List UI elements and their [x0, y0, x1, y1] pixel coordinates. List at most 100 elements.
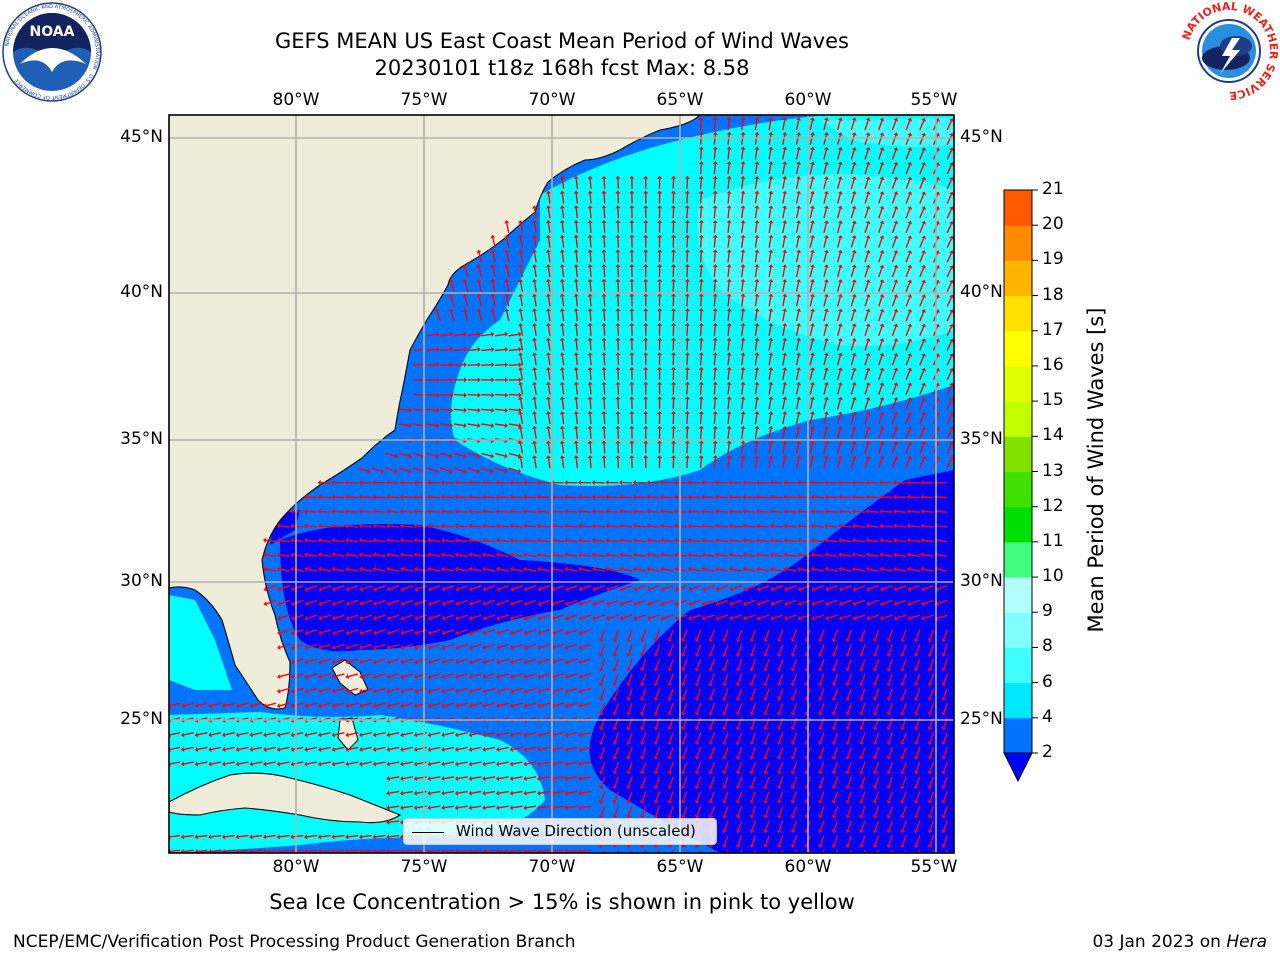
wind-wave-arrowhead — [276, 566, 281, 572]
wind-wave-arrowhead — [837, 382, 843, 386]
wind-wave-arrow — [412, 393, 423, 396]
wind-wave-arrowhead — [632, 508, 637, 515]
wind-wave-arrowhead — [510, 630, 514, 636]
wind-wave-arrowhead — [708, 682, 714, 687]
wind-wave-arrowhead — [818, 844, 823, 848]
wind-wave-arrowhead — [495, 805, 500, 811]
wind-wave-arrowhead — [317, 746, 322, 752]
wind-wave-arrowhead — [615, 411, 621, 415]
wind-wave-arrow — [696, 658, 702, 669]
wind-wave-arrowhead — [694, 755, 700, 760]
wind-wave-arrow — [778, 703, 784, 713]
wind-wave-arrow — [334, 585, 345, 590]
wind-wave-arrow — [478, 296, 483, 307]
colorbar-under-extension — [1003, 752, 1033, 783]
wind-wave-arrowhead — [468, 537, 472, 543]
wind-wave-arrowhead — [345, 615, 350, 621]
wind-wave-arrowhead — [468, 644, 473, 650]
wind-wave-arrow — [375, 614, 386, 619]
wind-wave-arrowhead — [796, 220, 802, 224]
wind-wave-arrow — [403, 658, 414, 663]
wind-wave-arrow — [759, 525, 770, 528]
wind-wave-arrowhead — [694, 726, 700, 731]
wind-wave-arrowhead — [949, 353, 954, 358]
wind-wave-arrowhead — [907, 117, 913, 122]
wind-wave-arrowhead — [708, 859, 713, 863]
wind-wave-arrow — [561, 443, 565, 454]
wind-wave-arrowhead — [531, 425, 538, 430]
wind-wave-arrow — [891, 120, 897, 131]
wind-wave-arrow — [430, 525, 441, 528]
wind-wave-arrow — [686, 193, 689, 204]
wind-wave-arrowhead — [740, 308, 746, 312]
wind-wave-arrowhead — [949, 441, 954, 446]
wind-wave-arrow — [929, 761, 935, 772]
wind-wave-arrowhead — [235, 834, 239, 840]
wind-wave-arrow — [512, 732, 523, 736]
wind-wave-arrow — [919, 414, 925, 425]
wind-wave-arrowhead — [523, 552, 527, 558]
wind-wave-arrowhead — [701, 615, 706, 621]
wind-wave-arrowhead — [537, 805, 541, 811]
wind-wave-arrow — [533, 458, 537, 469]
wind-wave-arrow — [561, 325, 565, 336]
wind-wave-arrow — [850, 252, 855, 263]
wind-wave-arrow — [819, 747, 825, 758]
lat-label-right: 25°N — [960, 709, 1003, 729]
wind-wave-arrowhead — [559, 220, 565, 224]
wind-wave-arrow — [686, 208, 689, 219]
wind-wave-arrowhead — [468, 674, 473, 680]
wind-wave-arrow — [622, 510, 633, 513]
wind-wave-arrow — [608, 614, 619, 619]
wind-wave-arrowhead — [262, 848, 267, 853]
wind-wave-arrowhead — [468, 688, 473, 694]
wind-wave-arrowhead — [208, 848, 212, 853]
wind-wave-arrow — [567, 658, 578, 663]
wind-wave-arrow — [891, 355, 897, 366]
wind-wave-arrowhead — [920, 508, 924, 515]
wind-wave-arrow — [943, 820, 948, 831]
wind-wave-arrowhead — [859, 667, 865, 672]
wind-wave-arrowhead — [643, 264, 649, 268]
wind-wave-arrowhead — [694, 711, 700, 716]
wind-wave-arrow — [836, 370, 841, 381]
wind-wave-arrow — [603, 428, 606, 439]
wind-wave-arrow — [850, 340, 855, 351]
wind-wave-arrowhead — [386, 674, 391, 680]
wind-wave-arrowhead — [823, 426, 829, 430]
wind-wave-arrow — [909, 554, 920, 557]
wind-wave-arrow — [403, 599, 414, 605]
wind-wave-arrow — [768, 164, 772, 175]
wind-wave-arrow — [718, 614, 729, 619]
wind-wave-arrow — [882, 539, 893, 543]
wind-wave-arrow — [603, 458, 606, 469]
wind-wave-arrowhead — [523, 630, 528, 636]
wind-wave-arrow — [389, 732, 400, 736]
wind-wave-arrow — [375, 761, 386, 765]
wind-wave-arrowhead — [708, 770, 714, 775]
wind-wave-arrowhead — [921, 235, 927, 240]
wind-wave-arrow — [444, 746, 455, 751]
wind-wave-arrow — [795, 237, 800, 248]
wind-wave-arrowhead — [653, 800, 659, 804]
wind-wave-arrowhead — [837, 132, 843, 136]
wind-wave-arrow — [320, 643, 331, 649]
wind-wave-arrow — [561, 413, 565, 425]
wind-wave-arrowhead — [657, 352, 663, 356]
wind-wave-arrowhead — [811, 586, 816, 592]
wind-wave-arrowhead — [920, 479, 924, 486]
wind-wave-arrowhead — [317, 848, 321, 853]
wind-wave-arrowhead — [509, 674, 514, 680]
wind-wave-arrow — [547, 325, 551, 336]
wind-wave-arrow — [375, 539, 386, 543]
wind-wave-arrow — [567, 673, 578, 678]
wind-wave-arrow — [786, 539, 797, 543]
wind-wave-arrow — [453, 467, 464, 472]
wind-wave-arrowhead — [949, 118, 954, 123]
wind-wave-arrowhead — [722, 697, 728, 701]
wind-wave-arrowhead — [559, 337, 565, 341]
wind-wave-arrowhead — [413, 479, 417, 486]
wind-wave-arrow — [389, 805, 400, 809]
wind-wave-arrowhead — [927, 697, 933, 701]
wind-wave-arrowhead — [667, 814, 673, 819]
